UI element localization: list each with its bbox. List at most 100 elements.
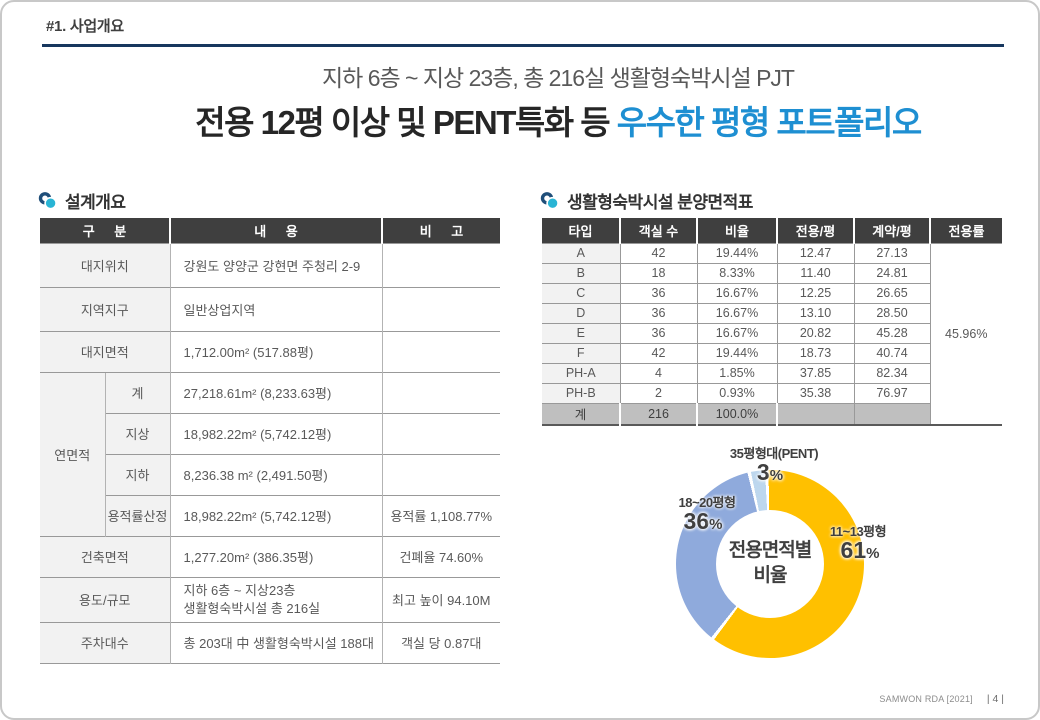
table-row: 지하 8,236.38 m² (2,491.50평) (40, 453, 501, 495)
cell: 0.93% (696, 382, 777, 403)
cell: 19.44% (696, 242, 777, 263)
cell: 76.97 (853, 382, 930, 403)
note-cell: 건폐율 74.60% (381, 535, 501, 577)
table-row: 지상 18,982.22m² (5,742.12평) (40, 412, 501, 454)
table-row: PH-B 2 0.93% 35.38 76.97 (542, 382, 1002, 403)
table-row: 건축면적 1,277.20m² (386.35평) 건폐율 74.60% (40, 535, 501, 577)
note-cell: 객실 당 0.87대 (381, 621, 501, 663)
cell: 36 (619, 322, 697, 343)
cell: 37.85 (776, 362, 854, 383)
row-label-cell: 주차대수 (40, 621, 171, 663)
total-row: 계 216 100.0% (542, 402, 1002, 425)
note-cell (381, 330, 501, 372)
row-label-cell: 용도/규모 (40, 576, 171, 622)
area-table-title: 생활형숙박시설 분양면적표 (567, 193, 753, 212)
cell (776, 402, 854, 425)
chart-label-pent: 35평형대(PENT) (729, 446, 819, 461)
cell: 1.85% (696, 362, 777, 383)
slide-title: 전용 12평 이상 및 PENT특화 등 우수한 평형 포트폴리오 (78, 96, 1038, 144)
cell: 82.34 (853, 362, 930, 383)
row-label-cell: 대지위치 (40, 242, 171, 287)
content-line: 생활형숙박시설 총 216실 (183, 600, 321, 616)
note-cell (381, 286, 501, 331)
note-cell (381, 453, 501, 495)
section-bullet-icon (38, 191, 58, 211)
table-row: 주차대수 총 203대 中 생활형숙박시설 188대 객실 당 0.87대 (40, 621, 501, 663)
cell: 100.0% (696, 402, 777, 425)
design-overview-title: 설계개요 (65, 193, 126, 212)
cell: 28.50 (853, 302, 930, 323)
column-header: 비율 (696, 218, 777, 243)
content-line: 지하 6층 ~ 지상23층 (183, 582, 296, 598)
cell: 36 (619, 282, 697, 303)
cell: 27.13 (853, 242, 930, 263)
table-row: A 42 19.44% 12.47 27.13 45.96% (542, 242, 1002, 425)
chart-value-18-20: 36% (683, 508, 723, 534)
cell: 26.65 (853, 282, 930, 303)
cell: 35.38 (776, 382, 854, 403)
cell: 40.74 (853, 342, 930, 363)
row-label-cell: 건축면적 (40, 535, 171, 577)
slide-subtitle: 지하 6층 ~ 지상 23층, 총 216실 생활형숙박시설 PJT (322, 65, 795, 91)
slide-title-dark: 전용 12평 이상 및 PENT특화 등 (195, 104, 617, 141)
table-row: 용도/규모 지하 6층 ~ 지상23층 생활형숙박시설 총 216실 최고 높이… (40, 576, 501, 622)
design-overview-section-head: 설계개요 (38, 188, 126, 213)
design-overview-table: 구 분 내 용 비 고 대지위치 강원도 양양군 강현면 주청리 2-9 지역지… (40, 218, 501, 664)
table-row: D 36 16.67% 13.10 28.50 (542, 302, 1002, 323)
section-bullet-icon (540, 191, 560, 211)
note-cell (381, 412, 501, 454)
cell: 4 (619, 362, 697, 383)
cell: 16.67% (696, 322, 777, 343)
content-cell: 1,277.20m² (386.35평) (169, 535, 383, 577)
cell (853, 402, 930, 425)
cell: 216 (619, 402, 697, 425)
type-cell: A (542, 242, 620, 263)
table-row: 용적률산정 18,982.22m² (5,742.12평) 용적률 1,108.… (40, 494, 501, 536)
note-cell: 용적률 1,108.77% (381, 494, 501, 536)
exclusive-rate-cell: 45.96% (929, 242, 1002, 425)
row-sublabel-cell: 계 (104, 371, 171, 413)
content-cell: 27,218.61m² (8,233.63평) (169, 371, 383, 413)
table-row: PH-A 4 1.85% 37.85 82.34 (542, 362, 1002, 383)
column-header: 전용/평 (776, 218, 854, 243)
donut-center-label: 전용면적별 비율 (676, 470, 864, 658)
total-label-cell: 계 (542, 402, 620, 425)
content-cell: 18,982.22m² (5,742.12평) (169, 412, 383, 454)
type-cell: D (542, 302, 620, 323)
row-sublabel-cell: 용적률산정 (104, 494, 171, 536)
table-row: C 36 16.67% 12.25 26.65 (542, 282, 1002, 303)
cell: 42 (619, 242, 697, 263)
type-cell: C (542, 282, 620, 303)
note-cell (381, 242, 501, 287)
cell: 12.47 (776, 242, 854, 263)
exclusive-area-chart: 전용면적별 비율 35평형대(PENT) 3% 18~20평형 36% 11~1… (652, 440, 962, 680)
column-header: 내 용 (169, 218, 383, 243)
cell: 8.33% (696, 262, 777, 283)
cell: 2 (619, 382, 697, 403)
cell: 11.40 (776, 262, 854, 283)
type-cell: PH-B (542, 382, 620, 403)
type-cell: F (542, 342, 620, 363)
header-divider (42, 44, 1004, 47)
donut-hole (716, 510, 824, 618)
type-cell: B (542, 262, 620, 283)
row-label-cell: 대지면적 (40, 330, 171, 372)
content-cell: 8,236.38 m² (2,491.50평) (169, 453, 383, 495)
table-header-row: 타입 객실 수 비율 전용/평 계약/평 전용률 (542, 218, 1002, 243)
row-label-cell: 지역지구 (40, 286, 171, 331)
content-cell: 강원도 양양군 강현면 주청리 2-9 (169, 242, 383, 287)
cell: 36 (619, 302, 697, 323)
type-cell: E (542, 322, 620, 343)
chart-title-line: 전용면적별 (728, 540, 812, 562)
column-header: 객실 수 (619, 218, 697, 243)
table-row: 대지위치 강원도 양양군 강현면 주청리 2-9 (40, 242, 501, 287)
slide-title-accent: 우수한 평형 포트폴리오 (616, 104, 922, 141)
row-group-label-cell: 연면적 (40, 371, 105, 536)
cell: 16.67% (696, 282, 777, 303)
type-cell: PH-A (542, 362, 620, 383)
row-sublabel-cell: 지하 (104, 453, 171, 495)
content-cell: 총 203대 中 생활형숙박시설 188대 (169, 621, 383, 663)
footer-brand: SAMWON RDA [2021] (879, 694, 973, 704)
cell: 20.82 (776, 322, 854, 343)
table-row: 대지면적 1,712.00m² (517.88평) (40, 330, 501, 372)
